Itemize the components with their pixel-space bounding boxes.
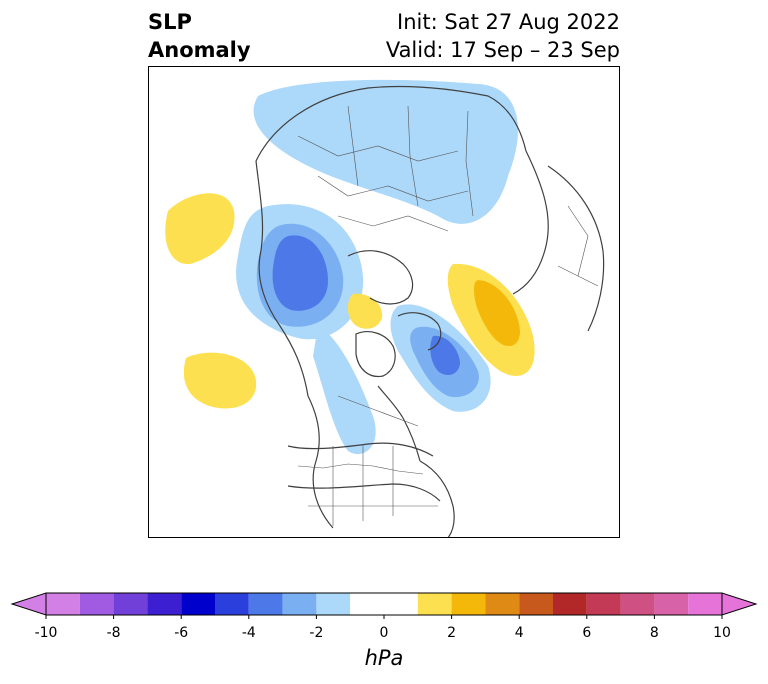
colorbar-bin xyxy=(350,593,418,615)
colorbar-bin xyxy=(586,593,621,615)
colorbar-bin xyxy=(215,593,249,615)
colorbar-tick-label: 4 xyxy=(514,625,524,641)
colorbar xyxy=(0,586,768,626)
colorbar-bin xyxy=(79,593,114,615)
polar-map xyxy=(148,66,620,538)
title-line-1: SLP xyxy=(148,10,192,34)
colorbar-tick-label: 10 xyxy=(713,625,731,641)
colorbar-over-extension xyxy=(721,592,758,616)
colorbar-bin xyxy=(46,593,80,615)
map-border xyxy=(148,66,620,538)
colorbar-under-extension xyxy=(10,592,47,616)
colorbar-tick-label: -4 xyxy=(241,625,256,641)
colorbar-bin xyxy=(282,593,317,615)
colorbar-tick-label: -6 xyxy=(174,625,189,641)
init-date: Init: Sat 27 Aug 2022 xyxy=(397,10,620,34)
valid-range: Valid: 17 Sep – 23 Sep xyxy=(385,38,620,62)
colorbar-tick-label: 0 xyxy=(379,625,389,641)
colorbar-bin xyxy=(417,593,452,615)
coastlines xyxy=(255,85,605,538)
colorbar-bin xyxy=(688,593,722,615)
colorbar-bin xyxy=(316,593,351,615)
positive-anomaly-shading xyxy=(165,193,535,409)
colorbar-bin xyxy=(451,593,486,615)
colorbar-bin xyxy=(519,593,553,615)
colorbar-tick-label: -10 xyxy=(34,625,58,641)
colorbar-tick-label: 6 xyxy=(582,625,592,641)
colorbar-bin xyxy=(620,593,655,615)
colorbar-unit-label: hPa xyxy=(364,646,404,670)
colorbar-bin xyxy=(147,593,182,615)
colorbar-svg xyxy=(10,592,758,619)
colorbar-bin xyxy=(553,593,587,615)
date-info: Init: Sat 27 Aug 2022 Valid: 17 Sep – 23… xyxy=(386,8,620,64)
country-borders xyxy=(297,105,599,526)
title-line-2: Anomaly xyxy=(148,38,251,62)
colorbar-tick-label: 2 xyxy=(447,625,457,641)
colorbar-bin xyxy=(181,593,215,615)
colorbar-tick-label: -2 xyxy=(309,625,324,641)
map-title: SLP Anomaly xyxy=(148,8,251,64)
colorbar-bin xyxy=(485,593,520,615)
colorbar-bin xyxy=(248,593,283,615)
colorbar-tick-label: 8 xyxy=(649,625,659,641)
colorbar-bin xyxy=(654,593,689,615)
colorbar-bin xyxy=(113,593,148,615)
map-svg xyxy=(148,66,620,538)
colorbar-tick-label: -8 xyxy=(106,625,121,641)
